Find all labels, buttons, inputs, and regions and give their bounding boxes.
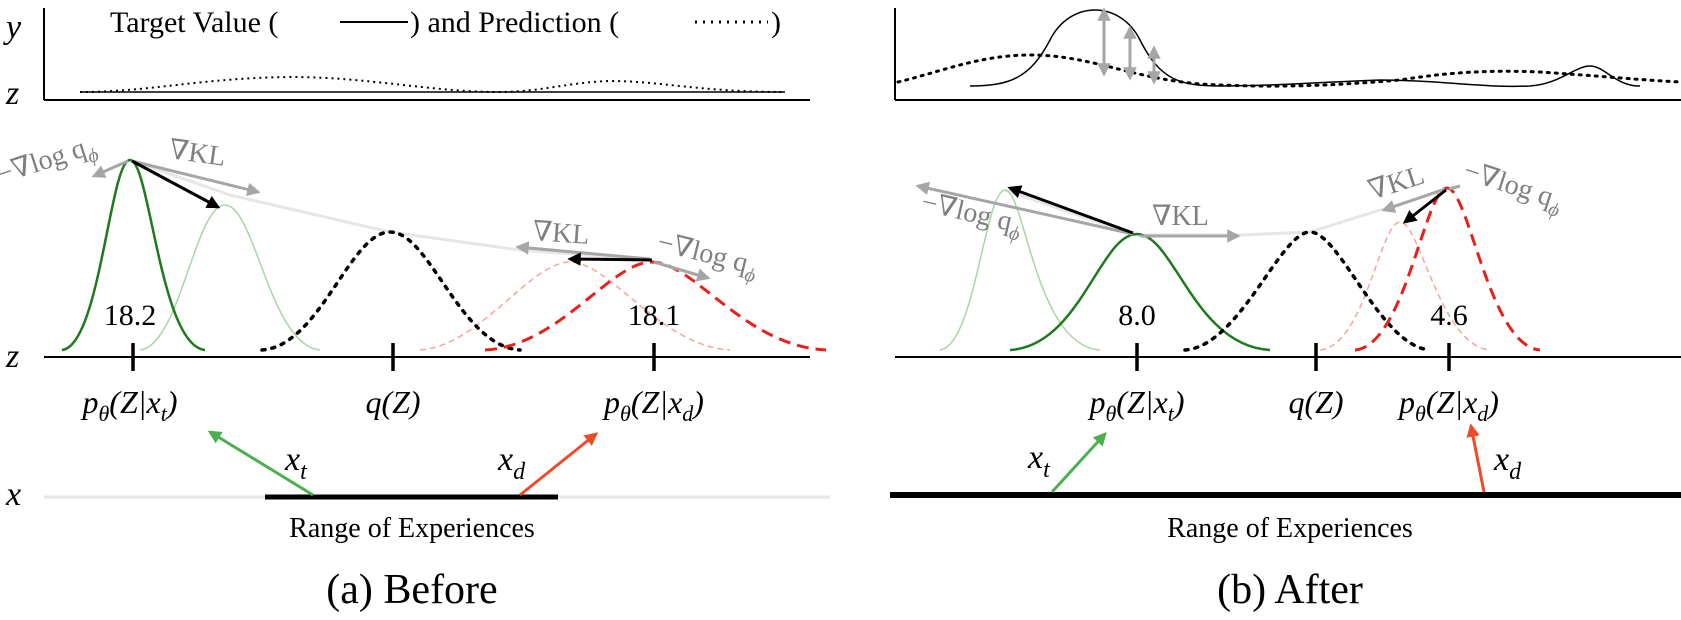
label-neg-log-q-1: −∇log qϕ (0, 130, 101, 197)
arrow-kl-1 (131, 159, 261, 196)
panel-after: 8.0 4.6 −∇log qϕ ∇KL ∇KL −∇log qϕ pθ(Z|x… (890, 7, 1681, 613)
p-theta-xt-gaussian-after (1009, 232, 1271, 352)
arrow-neg-log-q-1 (91, 159, 129, 178)
arrow-update-1-after (1007, 185, 1134, 235)
axis-label-x: x (5, 476, 21, 513)
arrow-xt-after (1050, 432, 1107, 494)
label-p-theta-xd-before: pθ(Z|xd) (602, 384, 704, 426)
label-p-theta-xt-before: pθ(Z|xt) (80, 384, 177, 426)
label-xd-before: xd (497, 441, 526, 485)
latent-space-before: z 18.2 18.1 −∇ (0, 130, 827, 426)
arrow-kl-2-after (1381, 187, 1446, 213)
label-q-z-before: q(Z) (365, 384, 420, 420)
label-kl-1: ∇KL (167, 134, 228, 173)
range-label-after: Range of Experiences (1167, 513, 1413, 544)
input-space-before: x xt xd Range of Experiences (5, 430, 830, 544)
arrow-update-1 (131, 159, 221, 209)
caption-after: (b) After (1217, 567, 1363, 613)
arrow-kl-2 (515, 241, 651, 261)
axis-label-z-top: z (5, 75, 19, 112)
caption-before: (a) Before (326, 567, 497, 613)
q-z-gaussian (260, 230, 522, 352)
q-z-gaussian-after (1183, 230, 1432, 352)
value-pd-after: 4.6 (1430, 299, 1468, 332)
arrow-neg-log-q-1-after (915, 181, 1134, 236)
legend-text-target: Target Value ( (110, 6, 278, 39)
p-theta-xd-gaussian-after (1354, 186, 1541, 352)
label-xd-after: xd (1493, 441, 1522, 485)
value-pd-before: 18.1 (628, 299, 681, 332)
value-pt-before: 18.2 (104, 299, 157, 332)
target-curve-after (969, 9, 1641, 88)
p-theta-xd-gaussian (484, 260, 827, 352)
top-plot-after (894, 7, 1681, 101)
label-p-theta-xt-after: pθ(Z|xt) (1087, 384, 1184, 426)
legend-text-prediction: ) and Prediction ( (410, 6, 619, 39)
axis-label-z-mid: z (5, 338, 19, 375)
label-xt-after: xt (1027, 439, 1051, 483)
label-kl-2: ∇KL (532, 216, 591, 251)
arrow-neg-log-q-2 (653, 260, 711, 282)
arrow-update-2-after (1402, 188, 1447, 224)
range-label-before: Range of Experiences (289, 513, 535, 544)
label-xt-before: xt (284, 441, 308, 485)
top-plot-before: y z (3, 8, 810, 112)
label-q-z-after: q(Z) (1288, 384, 1343, 420)
prev-green-gaussian (139, 204, 321, 351)
prediction-curve-after (896, 53, 1681, 88)
arrow-xd-before (519, 432, 599, 497)
latent-space-after: 8.0 4.6 −∇log qϕ ∇KL ∇KL −∇log qϕ pθ(Z|x… (895, 155, 1681, 426)
label-neg-log-q-1-after: −∇log qϕ (917, 187, 1025, 246)
label-neg-log-q-2-after: −∇log qϕ (1458, 155, 1567, 222)
legend-text-close: ) (771, 6, 781, 39)
arrow-xt-before (207, 430, 314, 497)
arrow-update-2 (567, 252, 653, 266)
input-space-after: xt xd Range of Experiences (890, 423, 1681, 544)
prev-green-gaussian-after (939, 189, 1101, 351)
prev-red-gaussian (419, 261, 731, 351)
axis-label-y: y (3, 9, 22, 46)
legend: Target Value ( ) and Prediction ( ) (110, 6, 781, 39)
p-theta-xt-gaussian (61, 158, 206, 352)
label-p-theta-xd-after: pθ(Z|xd) (1397, 384, 1499, 426)
arrow-neg-log-q-2-after (1448, 184, 1461, 191)
arrow-xd-after (1466, 423, 1486, 493)
panel-before: y z Target Value ( ) and Prediction ( ) … (0, 6, 830, 613)
label-kl-1-after: ∇KL (1152, 201, 1209, 232)
prediction-curve-before (79, 75, 786, 94)
value-pt-after: 8.0 (1118, 299, 1156, 332)
